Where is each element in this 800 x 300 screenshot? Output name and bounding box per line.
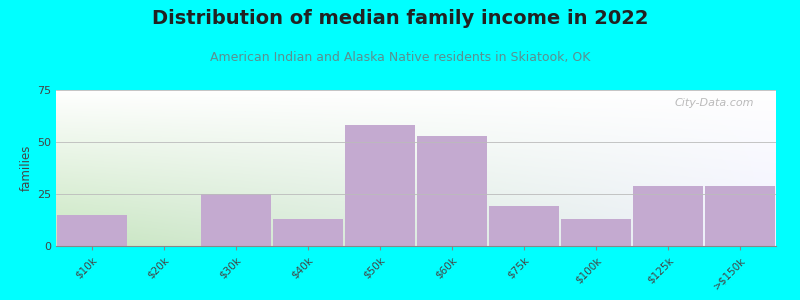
Bar bbox=[345, 125, 415, 246]
Bar bbox=[633, 186, 703, 246]
Bar bbox=[489, 206, 559, 246]
Text: Distribution of median family income in 2022: Distribution of median family income in … bbox=[152, 9, 648, 28]
Bar bbox=[273, 219, 343, 246]
Bar bbox=[561, 219, 631, 246]
Text: American Indian and Alaska Native residents in Skiatook, OK: American Indian and Alaska Native reside… bbox=[210, 51, 590, 64]
Bar bbox=[705, 186, 775, 246]
Y-axis label: families: families bbox=[20, 145, 33, 191]
Bar bbox=[201, 194, 271, 246]
Text: City-Data.com: City-Data.com bbox=[675, 98, 754, 108]
Bar bbox=[57, 215, 127, 246]
Bar bbox=[417, 136, 487, 246]
